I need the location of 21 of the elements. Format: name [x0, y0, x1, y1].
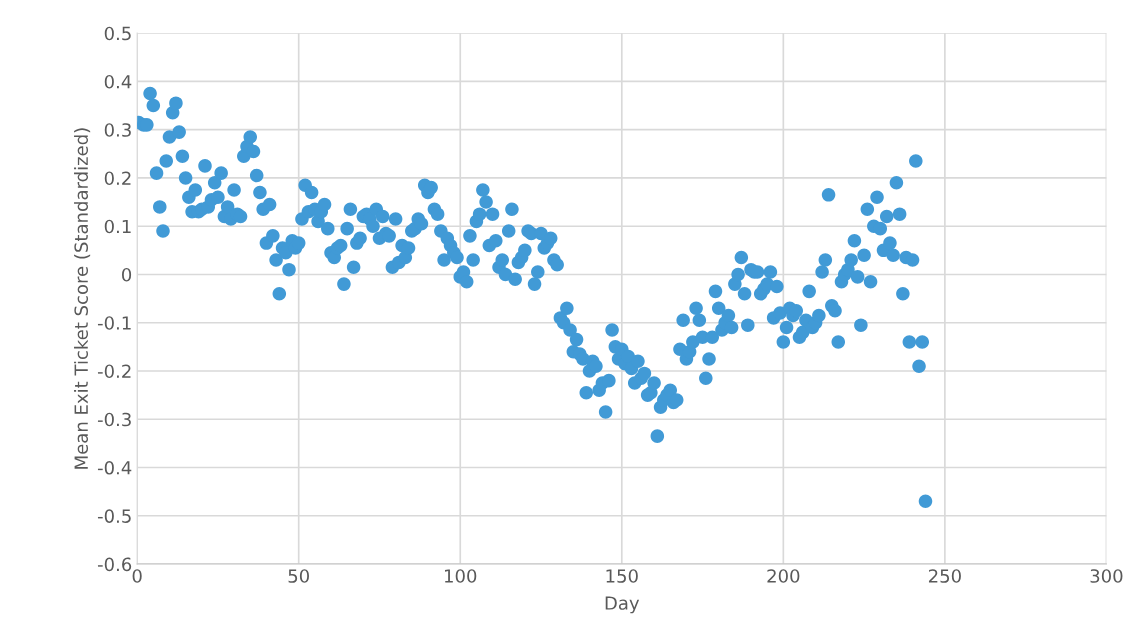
x-tick-label: 300	[1090, 569, 1123, 583]
x-tick-label: 200	[767, 569, 800, 583]
y-tick-label: 0.3	[104, 123, 131, 137]
x-tick-label: 50	[288, 569, 309, 583]
y-tick-label: -0.6	[97, 557, 132, 572]
y-tick-label: 0.2	[104, 171, 131, 186]
y-tick-label: -0.1	[97, 316, 131, 330]
y-axis-title: Mean Exit Ticket Score (Standardized)	[74, 128, 91, 469]
y-tick-label: -0.4	[97, 460, 132, 475]
x-tick-label: 100	[445, 569, 477, 583]
y-tick-label: 0.5	[104, 26, 131, 41]
x-tick-label: 250	[928, 569, 961, 583]
y-tick-label: 0.4	[104, 74, 132, 89]
y-tick-label: 0.1	[104, 219, 131, 234]
x-axis-title: Day	[605, 596, 640, 614]
y-tick-label: -0.5	[97, 509, 131, 523]
y-tick-label: 0	[122, 267, 132, 282]
x-tick-label: 150	[606, 569, 638, 583]
y-tick-label: -0.3	[97, 412, 131, 427]
x-tick-label: 0	[132, 569, 142, 583]
y-tick-label: -0.2	[97, 364, 131, 379]
